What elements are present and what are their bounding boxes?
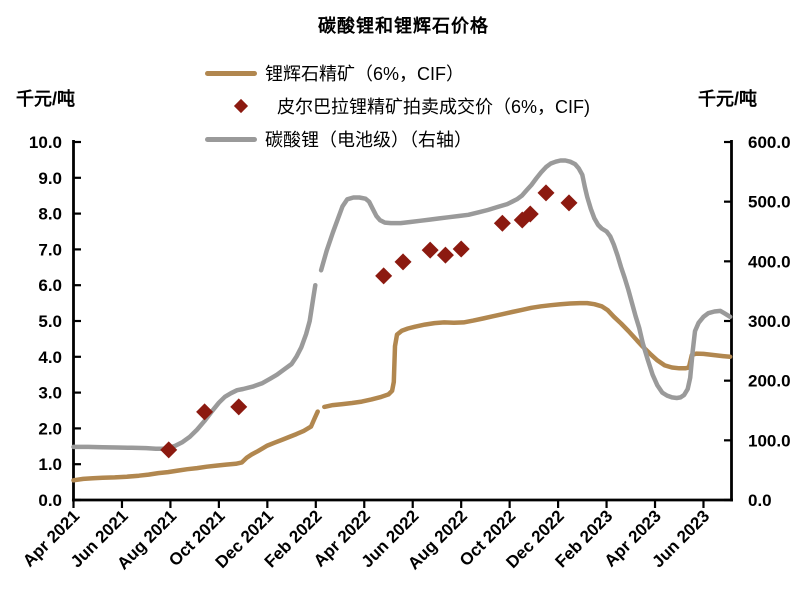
diamond-marker-icon xyxy=(233,98,249,114)
series-pilbara-auction-points xyxy=(160,184,578,459)
legend-item-spodumene: 锂辉石精矿（6%，CIF） xyxy=(205,60,590,86)
svg-text:0.0: 0.0 xyxy=(748,491,772,510)
svg-text:500.0: 500.0 xyxy=(748,193,791,212)
svg-text:7.0: 7.0 xyxy=(38,240,62,259)
chart-legend: 锂辉石精矿（6%，CIF） 皮尔巴拉锂精矿拍卖成交价（6%，CIF) 碳酸锂（电… xyxy=(205,60,590,159)
svg-text:10.0: 10.0 xyxy=(29,133,62,152)
series-spodumene-line xyxy=(71,300,733,483)
line-swatch-icon xyxy=(205,136,257,142)
legend-item-pilbara-auction: 皮尔巴拉锂精矿拍卖成交价（6%，CIF) xyxy=(205,93,590,119)
svg-text:300.0: 300.0 xyxy=(748,312,791,331)
svg-text:5.0: 5.0 xyxy=(38,312,62,331)
svg-text:1.0: 1.0 xyxy=(38,455,62,474)
svg-text:400.0: 400.0 xyxy=(748,252,791,271)
right-axis-unit-label: 千元/吨 xyxy=(698,89,758,109)
y-axis-left: 0.0 1.0 2.0 3.0 4.0 5.0 6.0 7.0 8.0 9.0 10.0 xyxy=(29,133,81,510)
chart-title: 碳酸锂和锂辉石价格 xyxy=(318,16,489,36)
line-swatch-icon xyxy=(205,70,257,76)
legend-item-label: 皮尔巴拉锂精矿拍卖成交价（6%，CIF) xyxy=(277,97,591,117)
legend-item-label: 锂辉石精矿（6%，CIF） xyxy=(265,64,465,84)
legend-item-label: 碳酸锂（电池级）（右轴） xyxy=(265,130,472,150)
svg-text:3.0: 3.0 xyxy=(38,384,62,403)
svg-text:2.0: 2.0 xyxy=(38,419,62,438)
series-lithium-carbonate-line xyxy=(71,158,733,451)
y-axis-right: 0.0 100.0 200.0 300.0 400.0 500.0 600.0 xyxy=(724,133,791,510)
svg-text:600.0: 600.0 xyxy=(748,133,791,152)
svg-text:9.0: 9.0 xyxy=(38,169,62,188)
svg-text:8.0: 8.0 xyxy=(38,205,62,224)
legend-item-lithium-carbonate: 碳酸锂（电池级）（右轴） xyxy=(205,126,590,152)
left-axis-unit-label: 千元/吨 xyxy=(16,89,76,109)
svg-text:0.0: 0.0 xyxy=(38,491,62,510)
svg-text:4.0: 4.0 xyxy=(38,348,62,367)
svg-text:6.0: 6.0 xyxy=(38,276,62,295)
svg-text:100.0: 100.0 xyxy=(748,431,791,450)
svg-text:200.0: 200.0 xyxy=(748,372,791,391)
